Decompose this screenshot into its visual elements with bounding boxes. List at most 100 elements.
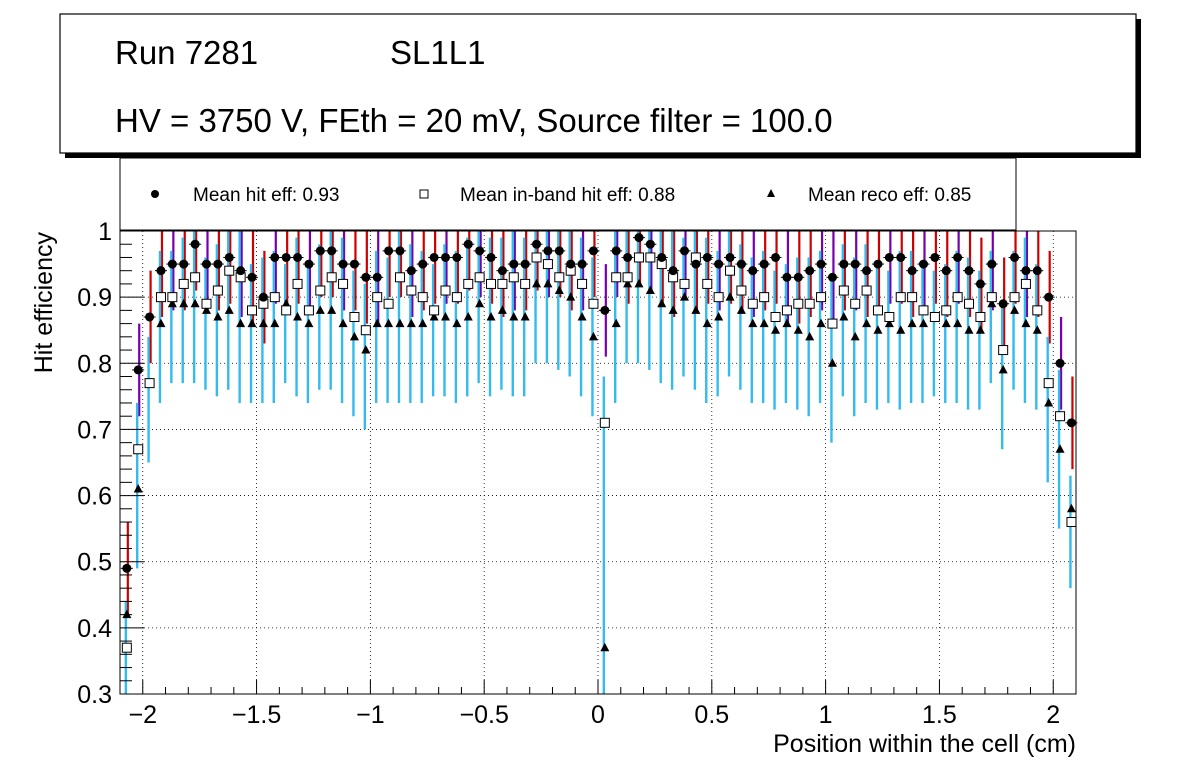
- reco-eff-point: [896, 325, 906, 334]
- inband-eff-point: [599, 417, 610, 428]
- reco-eff-point: [793, 325, 803, 334]
- y-tick-label: 0.3: [77, 681, 112, 709]
- reco-eff-point: [395, 318, 405, 328]
- reco-eff-point: [714, 311, 724, 321]
- inband-eff-point: [121, 642, 132, 653]
- reco-eff-point: [816, 318, 826, 328]
- reco-eff-point: [782, 318, 792, 328]
- reco-eff-point: [850, 331, 860, 341]
- reco-eff-point: [839, 311, 849, 321]
- inband-eff-point: [884, 311, 895, 322]
- inband-eff-point: [975, 311, 986, 322]
- x-tick-label: −0.5: [460, 701, 509, 729]
- inband-eff-point: [986, 292, 997, 303]
- reco-eff-point: [588, 331, 598, 341]
- inband-eff-point: [429, 305, 440, 316]
- inband-eff-point: [1043, 378, 1054, 389]
- inband-eff-point: [770, 311, 781, 322]
- reco-eff-point: [623, 278, 633, 288]
- inband-eff-point: [372, 292, 383, 303]
- reco-eff-point: [998, 364, 1008, 374]
- reco-eff-point: [293, 311, 303, 321]
- inband-eff-point: [781, 305, 792, 316]
- reco-eff-point: [941, 318, 951, 328]
- reco-eff-point: [759, 318, 769, 328]
- reco-eff-point: [600, 642, 610, 652]
- inband-eff-point: [1009, 292, 1020, 303]
- reco-eff-point: [634, 278, 644, 288]
- run-label: Run 7281: [115, 34, 258, 71]
- conditions-label: HV = 3750 V, FEth = 20 mV, Source filter…: [115, 102, 833, 139]
- reco-eff-point: [304, 318, 314, 328]
- inband-eff-point: [952, 292, 963, 303]
- inband-eff-point: [201, 298, 212, 309]
- inband-eff-point: [964, 298, 975, 309]
- reco-eff-point: [1032, 325, 1042, 334]
- legend-box: [119, 157, 1017, 231]
- inband-eff-point: [394, 272, 405, 283]
- reco-eff-point: [554, 285, 564, 295]
- reco-eff-point: [771, 325, 781, 334]
- y-tick-label: 0.8: [77, 350, 112, 378]
- inband-eff-point: [622, 272, 633, 283]
- inband-eff-point: [850, 298, 861, 309]
- inband-eff-point: [520, 278, 531, 289]
- reco-eff-point: [440, 311, 450, 321]
- inband-eff-point: [451, 292, 462, 303]
- reco-eff-point: [543, 278, 553, 288]
- inband-eff-point: [463, 278, 474, 289]
- inband-eff-point: [577, 278, 588, 289]
- reco-eff-point: [361, 345, 371, 354]
- inband-eff-point: [190, 272, 201, 283]
- reco-eff-point: [645, 285, 655, 295]
- inband-eff-point: [542, 259, 553, 270]
- inband-eff-point: [178, 278, 189, 289]
- inband-eff-point: [872, 305, 883, 316]
- x-axis-label: Position within the cell (cm): [773, 730, 1076, 758]
- reco-eff-point: [486, 311, 496, 321]
- reco-eff-point: [258, 318, 268, 328]
- y-tick-label: 0.4: [77, 615, 112, 643]
- inband-eff-point: [759, 292, 770, 303]
- reco-eff-point: [611, 318, 621, 328]
- inband-eff-point: [611, 272, 622, 283]
- inband-eff-point: [338, 278, 349, 289]
- reco-eff-point: [748, 318, 758, 328]
- reco-eff-point: [577, 311, 587, 321]
- inband-eff-point: [747, 298, 758, 309]
- inband-eff-point: [725, 265, 736, 276]
- legend-marker-circle: [151, 190, 159, 198]
- inband-eff-point: [474, 272, 485, 283]
- reco-eff-point: [475, 298, 485, 308]
- reco-eff-point: [1044, 397, 1054, 407]
- reco-eff-point: [338, 318, 348, 328]
- inband-eff-point: [702, 278, 713, 289]
- inband-eff-point: [486, 278, 497, 289]
- inband-eff-point: [144, 378, 155, 389]
- reco-eff-point: [827, 358, 837, 367]
- layer-label: SL1L1: [390, 34, 485, 71]
- reco-eff-point: [657, 298, 667, 308]
- reco-eff-point: [201, 305, 211, 314]
- inband-eff-point: [292, 278, 303, 289]
- inband-eff-point: [167, 292, 178, 303]
- inband-eff-point: [861, 285, 872, 296]
- inband-eff-point: [1055, 411, 1066, 422]
- inband-eff-point: [326, 272, 337, 283]
- reco-eff-point: [372, 318, 382, 328]
- reco-eff-point: [691, 305, 701, 314]
- reco-eff-point: [156, 318, 166, 328]
- reco-eff-point: [418, 318, 428, 328]
- reco-eff-point: [702, 318, 712, 328]
- legend-label-inband: Mean in-band hit eff: 0.88: [460, 185, 675, 206]
- reco-eff-point: [668, 305, 678, 314]
- y-axis-label: Hit efficiency: [30, 232, 58, 374]
- inband-eff-point: [133, 444, 144, 455]
- inband-eff-point: [212, 285, 223, 296]
- inband-eff-point: [679, 278, 690, 289]
- y-tick-label: 0.9: [77, 284, 112, 312]
- inband-eff-point: [554, 272, 565, 283]
- reco-eff-point: [247, 318, 257, 328]
- header-box: [59, 13, 1137, 154]
